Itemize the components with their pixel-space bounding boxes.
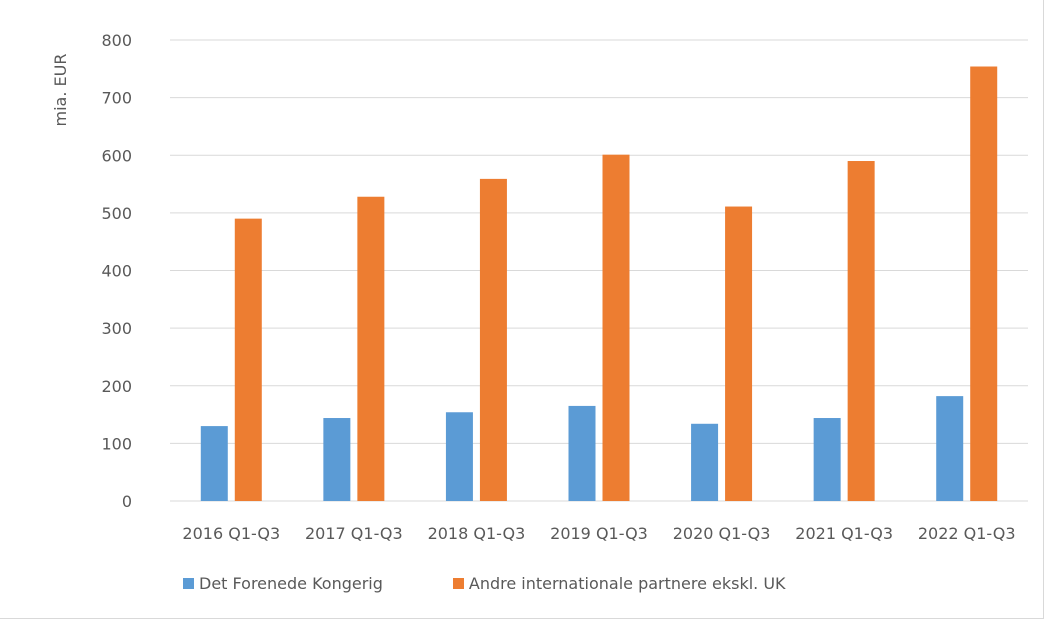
bar-other-partners: [357, 196, 385, 502]
bar-uk: [323, 418, 351, 501]
x-category-label: 2019 Q1-Q3: [550, 524, 648, 543]
y-axis-title: mia. EUR: [51, 54, 70, 127]
bar-uk: [813, 418, 841, 501]
x-category-label: 2022 Q1-Q3: [918, 524, 1016, 543]
legend: Det Forenede Kongerig Andre internationa…: [183, 574, 856, 593]
legend-swatch-other-partners: [452, 578, 464, 589]
y-axis-ticks: 0 100 200 300 400 500 600 700 800: [101, 31, 132, 511]
legend-label-other-partners: Andre internationale partnere ekskl. UK: [468, 574, 786, 593]
legend-swatch-uk: [183, 578, 194, 589]
x-category-label: 2020 Q1-Q3: [673, 524, 771, 543]
y-tick-label: 700: [101, 89, 132, 108]
bar-uk: [691, 423, 719, 501]
bar-uk: [936, 396, 964, 501]
bar-uk: [200, 426, 228, 501]
bar-other-partners: [479, 178, 507, 501]
bar-other-partners: [234, 218, 262, 501]
y-tick-label: 800: [101, 31, 132, 50]
x-category-label: 2017 Q1-Q3: [305, 524, 403, 543]
x-category-label: 2016 Q1-Q3: [182, 524, 280, 543]
bar-other-partners: [847, 161, 875, 501]
x-axis-labels: 2016 Q1-Q3 2017 Q1-Q3 2018 Q1-Q3 2019 Q1-Q3…: [182, 524, 1015, 543]
x-category-label: 2021 Q1-Q3: [795, 524, 893, 543]
y-tick-label: 300: [101, 319, 132, 338]
y-tick-label: 400: [101, 262, 132, 281]
y-tick-label: 100: [101, 434, 132, 453]
bar-uk: [568, 405, 596, 501]
y-tick-label: 500: [101, 204, 132, 223]
legend-item-uk: Det Forenede Kongerig: [183, 574, 383, 593]
legend-label-uk: Det Forenede Kongerig: [199, 574, 383, 593]
y-tick-label: 200: [101, 377, 132, 396]
bar-uk: [445, 412, 473, 501]
y-tick-label: 600: [101, 146, 132, 165]
legend-item-other-partners: Andre internationale partnere ekskl. UK: [452, 574, 786, 593]
y-tick-label: 0: [122, 492, 132, 511]
bar-other-partners: [970, 66, 998, 501]
bar-other-partners: [725, 206, 753, 501]
x-category-label: 2018 Q1-Q3: [428, 524, 526, 543]
bar-chart: 0 100 200 300 400 500 600 700 800 2016 Q1-Q3 2017…: [51, 31, 1028, 543]
bar-other-partners: [602, 154, 630, 501]
bars: [200, 66, 998, 502]
gridlines: [170, 39, 1028, 502]
